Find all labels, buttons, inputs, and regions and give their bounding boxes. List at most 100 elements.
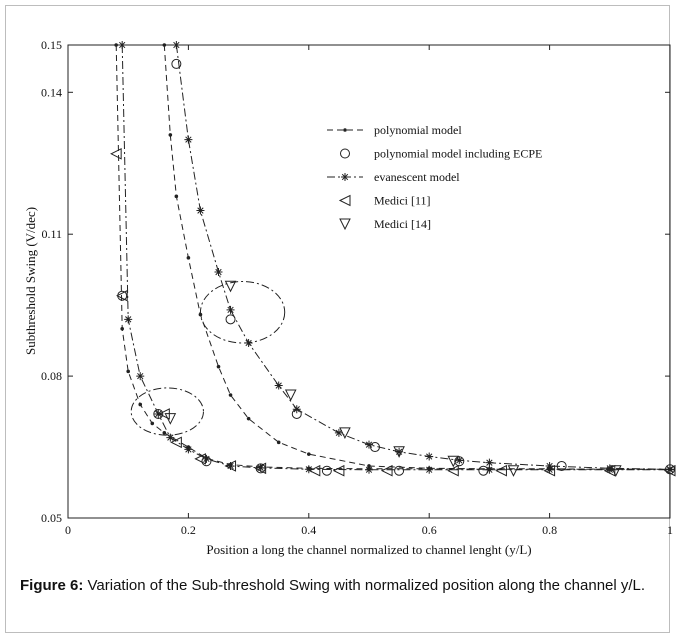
y-tick-label: 0.14 (41, 85, 62, 99)
data-point (455, 456, 464, 465)
data-point (224, 280, 237, 293)
data-point (164, 413, 177, 425)
y-tick-label: 0.15 (41, 38, 62, 52)
data-point (225, 314, 236, 325)
data-point (150, 421, 155, 426)
data-point (340, 148, 350, 159)
legend-label: evanescent model (374, 170, 460, 184)
data-point (543, 464, 556, 477)
data-point (605, 465, 614, 474)
data-point (171, 58, 182, 69)
data-point (485, 458, 494, 467)
x-tick-label: 0.6 (422, 523, 437, 537)
data-point (116, 289, 128, 302)
data-point (226, 461, 235, 470)
data-point (332, 464, 345, 477)
data-point (393, 446, 405, 458)
series-line (121, 44, 670, 471)
annotation-ellipse (130, 387, 204, 436)
data-point (184, 135, 193, 144)
data-point (254, 462, 267, 475)
legend-entry: polynomial model (327, 123, 462, 137)
y-tick-label: 0.05 (41, 511, 62, 525)
x-tick-label: 0.4 (301, 523, 316, 537)
data-point (153, 408, 164, 419)
data-point (308, 464, 321, 477)
data-point (447, 464, 459, 477)
series-2 (117, 58, 675, 476)
data-point (343, 128, 347, 132)
y-axis-label: Subthreshold Swing (V/dec) (23, 207, 38, 355)
data-point (485, 465, 494, 474)
series-line (115, 44, 670, 470)
data-point (228, 393, 233, 397)
data-point (394, 465, 405, 476)
series-6 (164, 280, 622, 477)
data-point (610, 465, 622, 477)
legend-label: Medici [14] (374, 217, 431, 231)
legend-entry: Medici [11] (338, 194, 431, 208)
figure-frame (5, 5, 670, 633)
x-tick-label: 1 (667, 523, 673, 537)
annotation-ellipse (199, 281, 286, 344)
chart: 0 0.2 0.4 0.6 0.8 1 0.05 0.08 0.11 0.14 0.15 poly… (23, 38, 676, 557)
data-point (162, 431, 167, 435)
data-point (214, 268, 223, 277)
legend-label: polynomial model including ECPE (374, 147, 542, 161)
legend-entry: polynomial model including ECPE (340, 147, 542, 161)
y-tick-label: 0.11 (41, 227, 62, 241)
data-point (138, 402, 143, 407)
y-tick-label: 0.08 (41, 369, 62, 383)
data-point (120, 327, 124, 331)
data-point (507, 465, 520, 477)
data-point (166, 433, 175, 442)
data-point (216, 364, 221, 369)
data-point (246, 416, 251, 421)
x-tick-label: 0 (65, 523, 71, 537)
data-point (307, 452, 311, 456)
data-point (334, 428, 343, 437)
data-point (304, 465, 313, 474)
data-point (172, 41, 181, 49)
data-point (114, 43, 118, 47)
data-point (202, 454, 211, 463)
data-point (168, 133, 173, 137)
data-point (117, 290, 128, 301)
x-tick-label: 0.2 (181, 523, 196, 537)
data-point (256, 463, 265, 472)
data-point (425, 465, 434, 474)
data-point (224, 460, 237, 472)
data-point (495, 464, 507, 477)
legend-entry: evanescent model (327, 170, 460, 184)
series-3 (172, 41, 674, 474)
data-point (365, 465, 373, 474)
data-point (162, 43, 167, 47)
data-point (339, 427, 351, 439)
data-point (365, 440, 373, 449)
data-point (292, 405, 301, 414)
series-4 (118, 41, 674, 474)
series-1 (162, 43, 672, 472)
legend-entry: Medici [14] (339, 217, 431, 231)
data-point (184, 445, 193, 454)
data-point (321, 465, 332, 476)
data-point (395, 447, 404, 456)
x-tick-label: 0.8 (542, 523, 557, 537)
data-point (447, 455, 460, 468)
x-axis-label: Position a long the channel normalized t… (206, 542, 531, 557)
data-point (545, 465, 554, 474)
data-point (603, 464, 616, 477)
data-point (196, 206, 205, 215)
data-point (110, 147, 122, 160)
data-point (226, 305, 235, 314)
caption-label: Figure 6: (20, 577, 84, 594)
plot-area-frame (67, 44, 671, 519)
series-line (175, 44, 671, 470)
data-point (136, 372, 145, 381)
data-point (126, 369, 130, 374)
data-point (124, 315, 133, 324)
data-point (174, 194, 179, 199)
data-point (666, 465, 674, 474)
data-point (284, 389, 297, 402)
series-0 (114, 43, 672, 472)
